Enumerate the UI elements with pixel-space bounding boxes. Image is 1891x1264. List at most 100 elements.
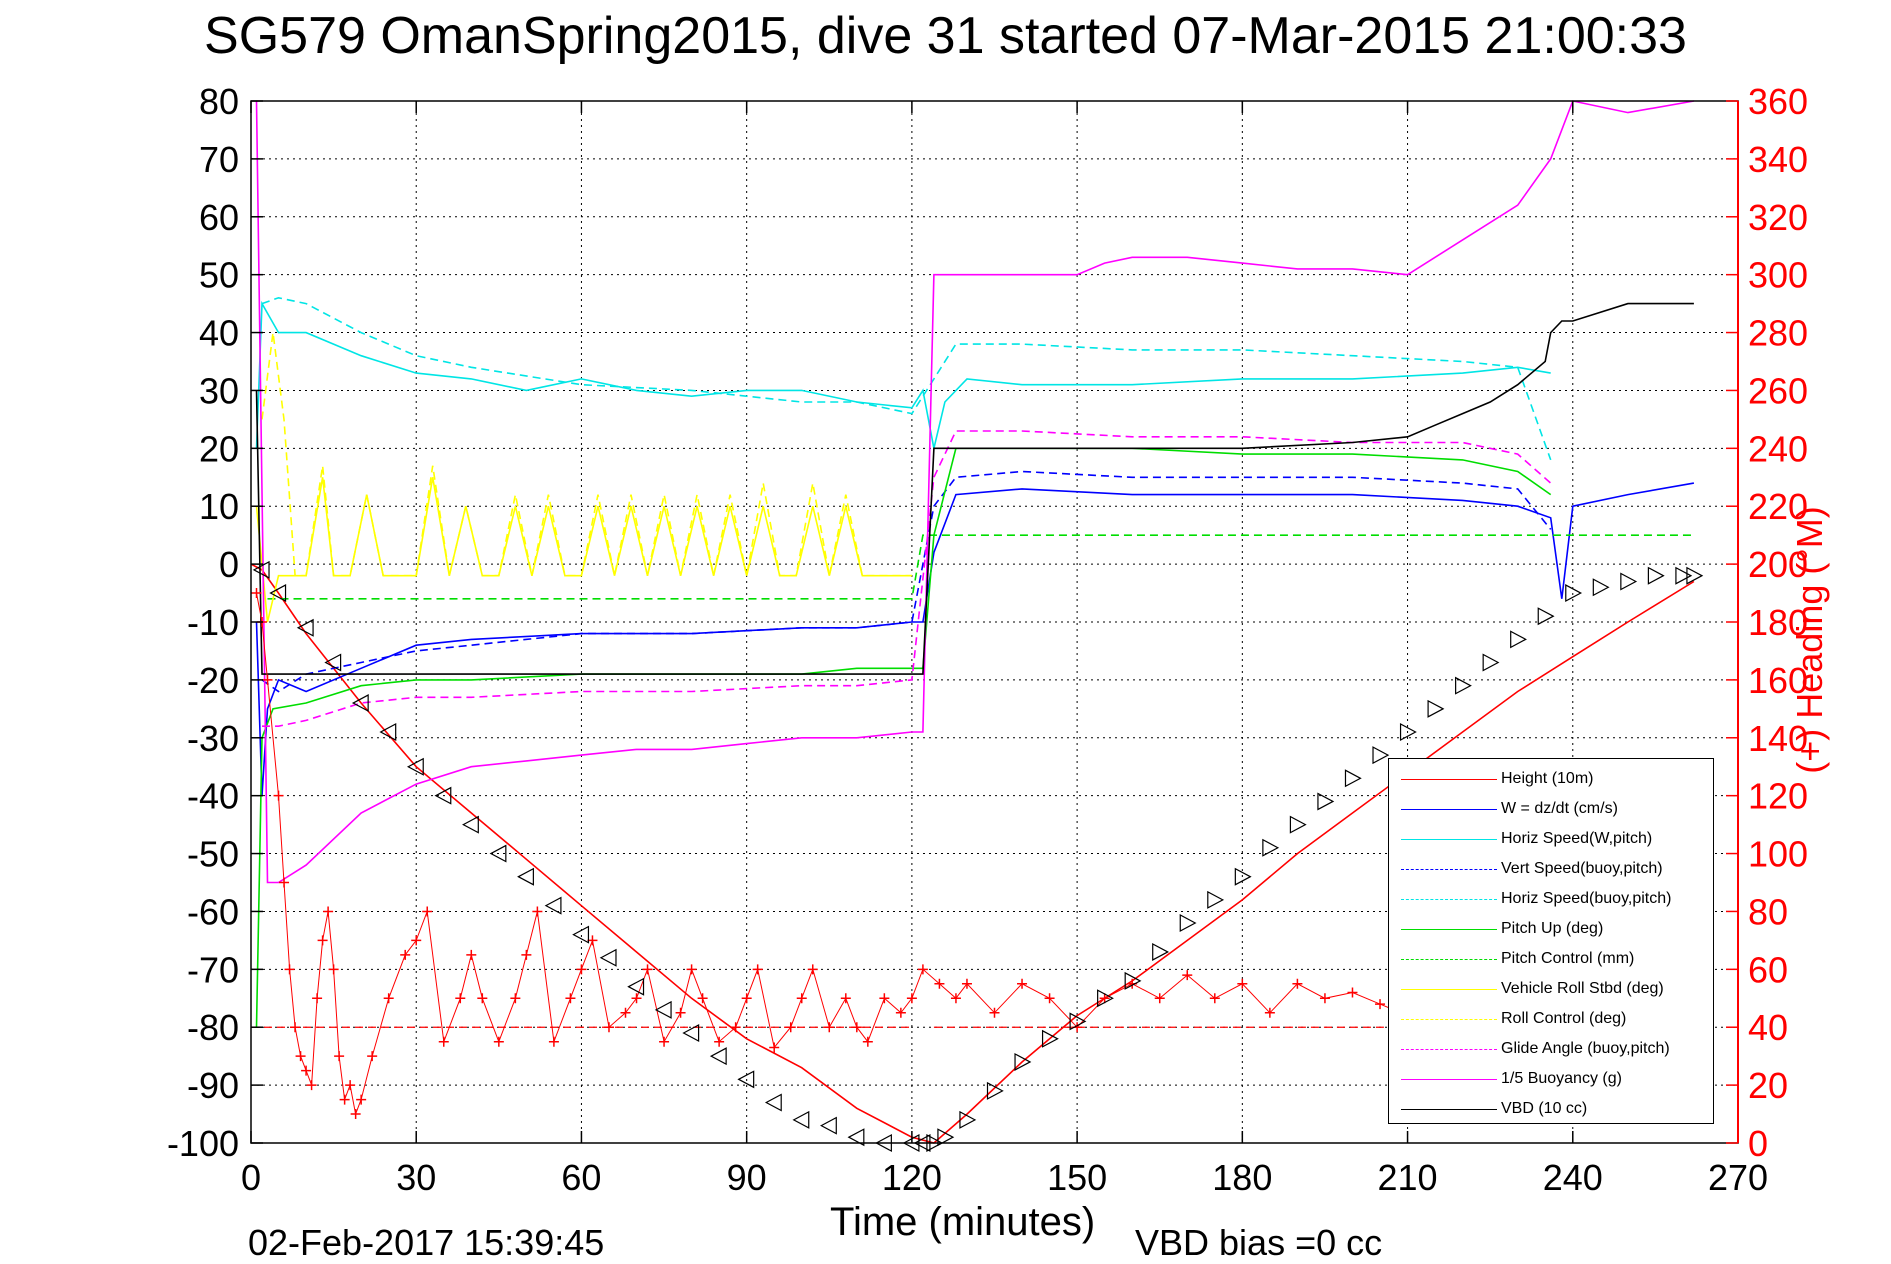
depth-marker <box>1647 566 1665 585</box>
depth-marker <box>1179 914 1197 933</box>
depth-marker <box>709 1047 727 1066</box>
heading-marker <box>306 1080 317 1091</box>
series-line <box>255 302 1694 675</box>
heading-axis-label: (+) Heading (°M) <box>1789 506 1830 774</box>
heading-marker <box>697 993 708 1004</box>
depth-marker <box>1207 890 1225 909</box>
heading-marker <box>961 978 972 989</box>
legend-label: Height (10m) <box>1501 770 1594 787</box>
legend-entry: Height (10m) <box>1389 765 1713 795</box>
legend-entry: W = dz/dt (cm/s) <box>1389 795 1713 825</box>
heading-marker <box>906 993 917 1004</box>
x-tick-label: 240 <box>1543 1157 1603 1198</box>
depth-marker <box>572 925 590 944</box>
legend-label: Horiz Speed(buoy,pitch) <box>1501 890 1672 907</box>
depth-marker <box>1455 676 1472 695</box>
heading-marker <box>741 993 752 1004</box>
timestamp: 02-Feb-2017 15:39:45 <box>248 1222 605 1263</box>
heading-marker <box>477 993 488 1004</box>
legend-swatch <box>1401 1019 1497 1020</box>
heading-marker <box>565 993 576 1004</box>
y2-tick-label: 340 <box>1748 139 1808 180</box>
x-tick-label: 180 <box>1212 1157 1272 1198</box>
depth-marker <box>1686 566 1704 585</box>
heading-marker <box>356 1094 367 1105</box>
depth-marker <box>1124 971 1142 990</box>
depth-marker <box>517 867 534 886</box>
legend-label: 1/5 Buoyancy (g) <box>1501 1070 1622 1087</box>
legend-label: Vehicle Roll Stbd (deg) <box>1501 980 1664 997</box>
heading-marker <box>1292 978 1303 989</box>
heading-marker <box>950 993 961 1004</box>
y-tick-label: -70 <box>187 949 239 990</box>
heading-marker <box>493 1036 504 1047</box>
legend-label: Roll Control (deg) <box>1501 1010 1627 1027</box>
heading-marker <box>1017 978 1028 989</box>
heading-marker <box>714 1036 725 1047</box>
heading-marker <box>840 993 851 1004</box>
heading-marker <box>548 1036 559 1047</box>
legend-label: VBD (10 cc) <box>1501 1100 1588 1117</box>
x-axis-label: Time (minutes) <box>830 1200 1096 1244</box>
heading-marker <box>339 1094 350 1105</box>
series-line <box>261 332 912 577</box>
depth-marker <box>937 1128 955 1147</box>
heading-marker <box>411 935 422 946</box>
depth-marker <box>682 1024 700 1043</box>
y-tick-label: -10 <box>187 602 239 643</box>
legend-entry: Horiz Speed(buoy,pitch) <box>1389 885 1713 915</box>
legend-swatch <box>1401 929 1497 930</box>
x-tick-label: 30 <box>396 1157 436 1198</box>
y-tick-label: 0 <box>219 544 239 585</box>
x-tick-label: 270 <box>1708 1157 1768 1198</box>
heading-marker <box>295 1051 306 1062</box>
y2-tick-label: 360 <box>1748 81 1808 122</box>
x-tick-label: 90 <box>727 1157 767 1198</box>
heading-marker <box>1237 978 1248 989</box>
heading-marker <box>1319 993 1330 1004</box>
chart-grid <box>251 101 1738 1143</box>
heading-marker <box>807 964 818 975</box>
vbd-bias-label: VBD bias =0 cc <box>1135 1222 1383 1263</box>
y-tick-label: -100 <box>167 1123 239 1164</box>
y2-tick-label: 200 <box>1748 544 1808 585</box>
legend-entry: Horiz Speed(W,pitch) <box>1389 825 1713 855</box>
heading-marker <box>603 1022 614 1033</box>
y2-tick-label: 100 <box>1748 834 1808 875</box>
depth-marker <box>764 1093 782 1112</box>
legend-entry: Roll Control (deg) <box>1389 1005 1713 1035</box>
legend-swatch <box>1401 899 1497 900</box>
depth-marker <box>296 618 314 637</box>
chart-axes: 0 30 60 90 120 150 180 210 240 270-100-90-80-70-6… <box>167 81 1808 1198</box>
depth-marker <box>1014 1052 1032 1071</box>
heading-marker <box>251 588 262 599</box>
depth-marker <box>1317 792 1335 811</box>
y2-tick-label: 300 <box>1748 255 1808 296</box>
heading-marker <box>862 1036 873 1047</box>
y2-tick-label: 160 <box>1748 660 1808 701</box>
x-tick-label: 60 <box>561 1157 601 1198</box>
series-line <box>255 482 1695 796</box>
y-tick-label: -50 <box>187 834 239 875</box>
depth-marker <box>1510 630 1527 649</box>
heading-marker <box>1182 970 1193 981</box>
depth-marker <box>1069 1012 1087 1031</box>
y-tick-label: -90 <box>187 1065 239 1106</box>
depth-marker <box>1427 699 1445 718</box>
y2-tick-label: 120 <box>1748 776 1808 817</box>
series-line <box>255 300 1551 449</box>
heading-marker <box>312 993 323 1004</box>
legend-swatch <box>1401 779 1497 780</box>
heading-marker <box>917 964 928 975</box>
depth-marker <box>1152 942 1169 961</box>
heading-marker <box>659 1036 670 1047</box>
heading-marker <box>851 1022 862 1033</box>
heading-marker <box>989 1007 1000 1018</box>
legend-entry: Pitch Control (mm) <box>1389 945 1713 975</box>
legend-swatch <box>1401 959 1497 960</box>
y-tick-label: -20 <box>187 660 239 701</box>
heading-marker <box>730 1022 741 1033</box>
heading-marker <box>1099 993 1110 1004</box>
heading-marker <box>1209 993 1220 1004</box>
